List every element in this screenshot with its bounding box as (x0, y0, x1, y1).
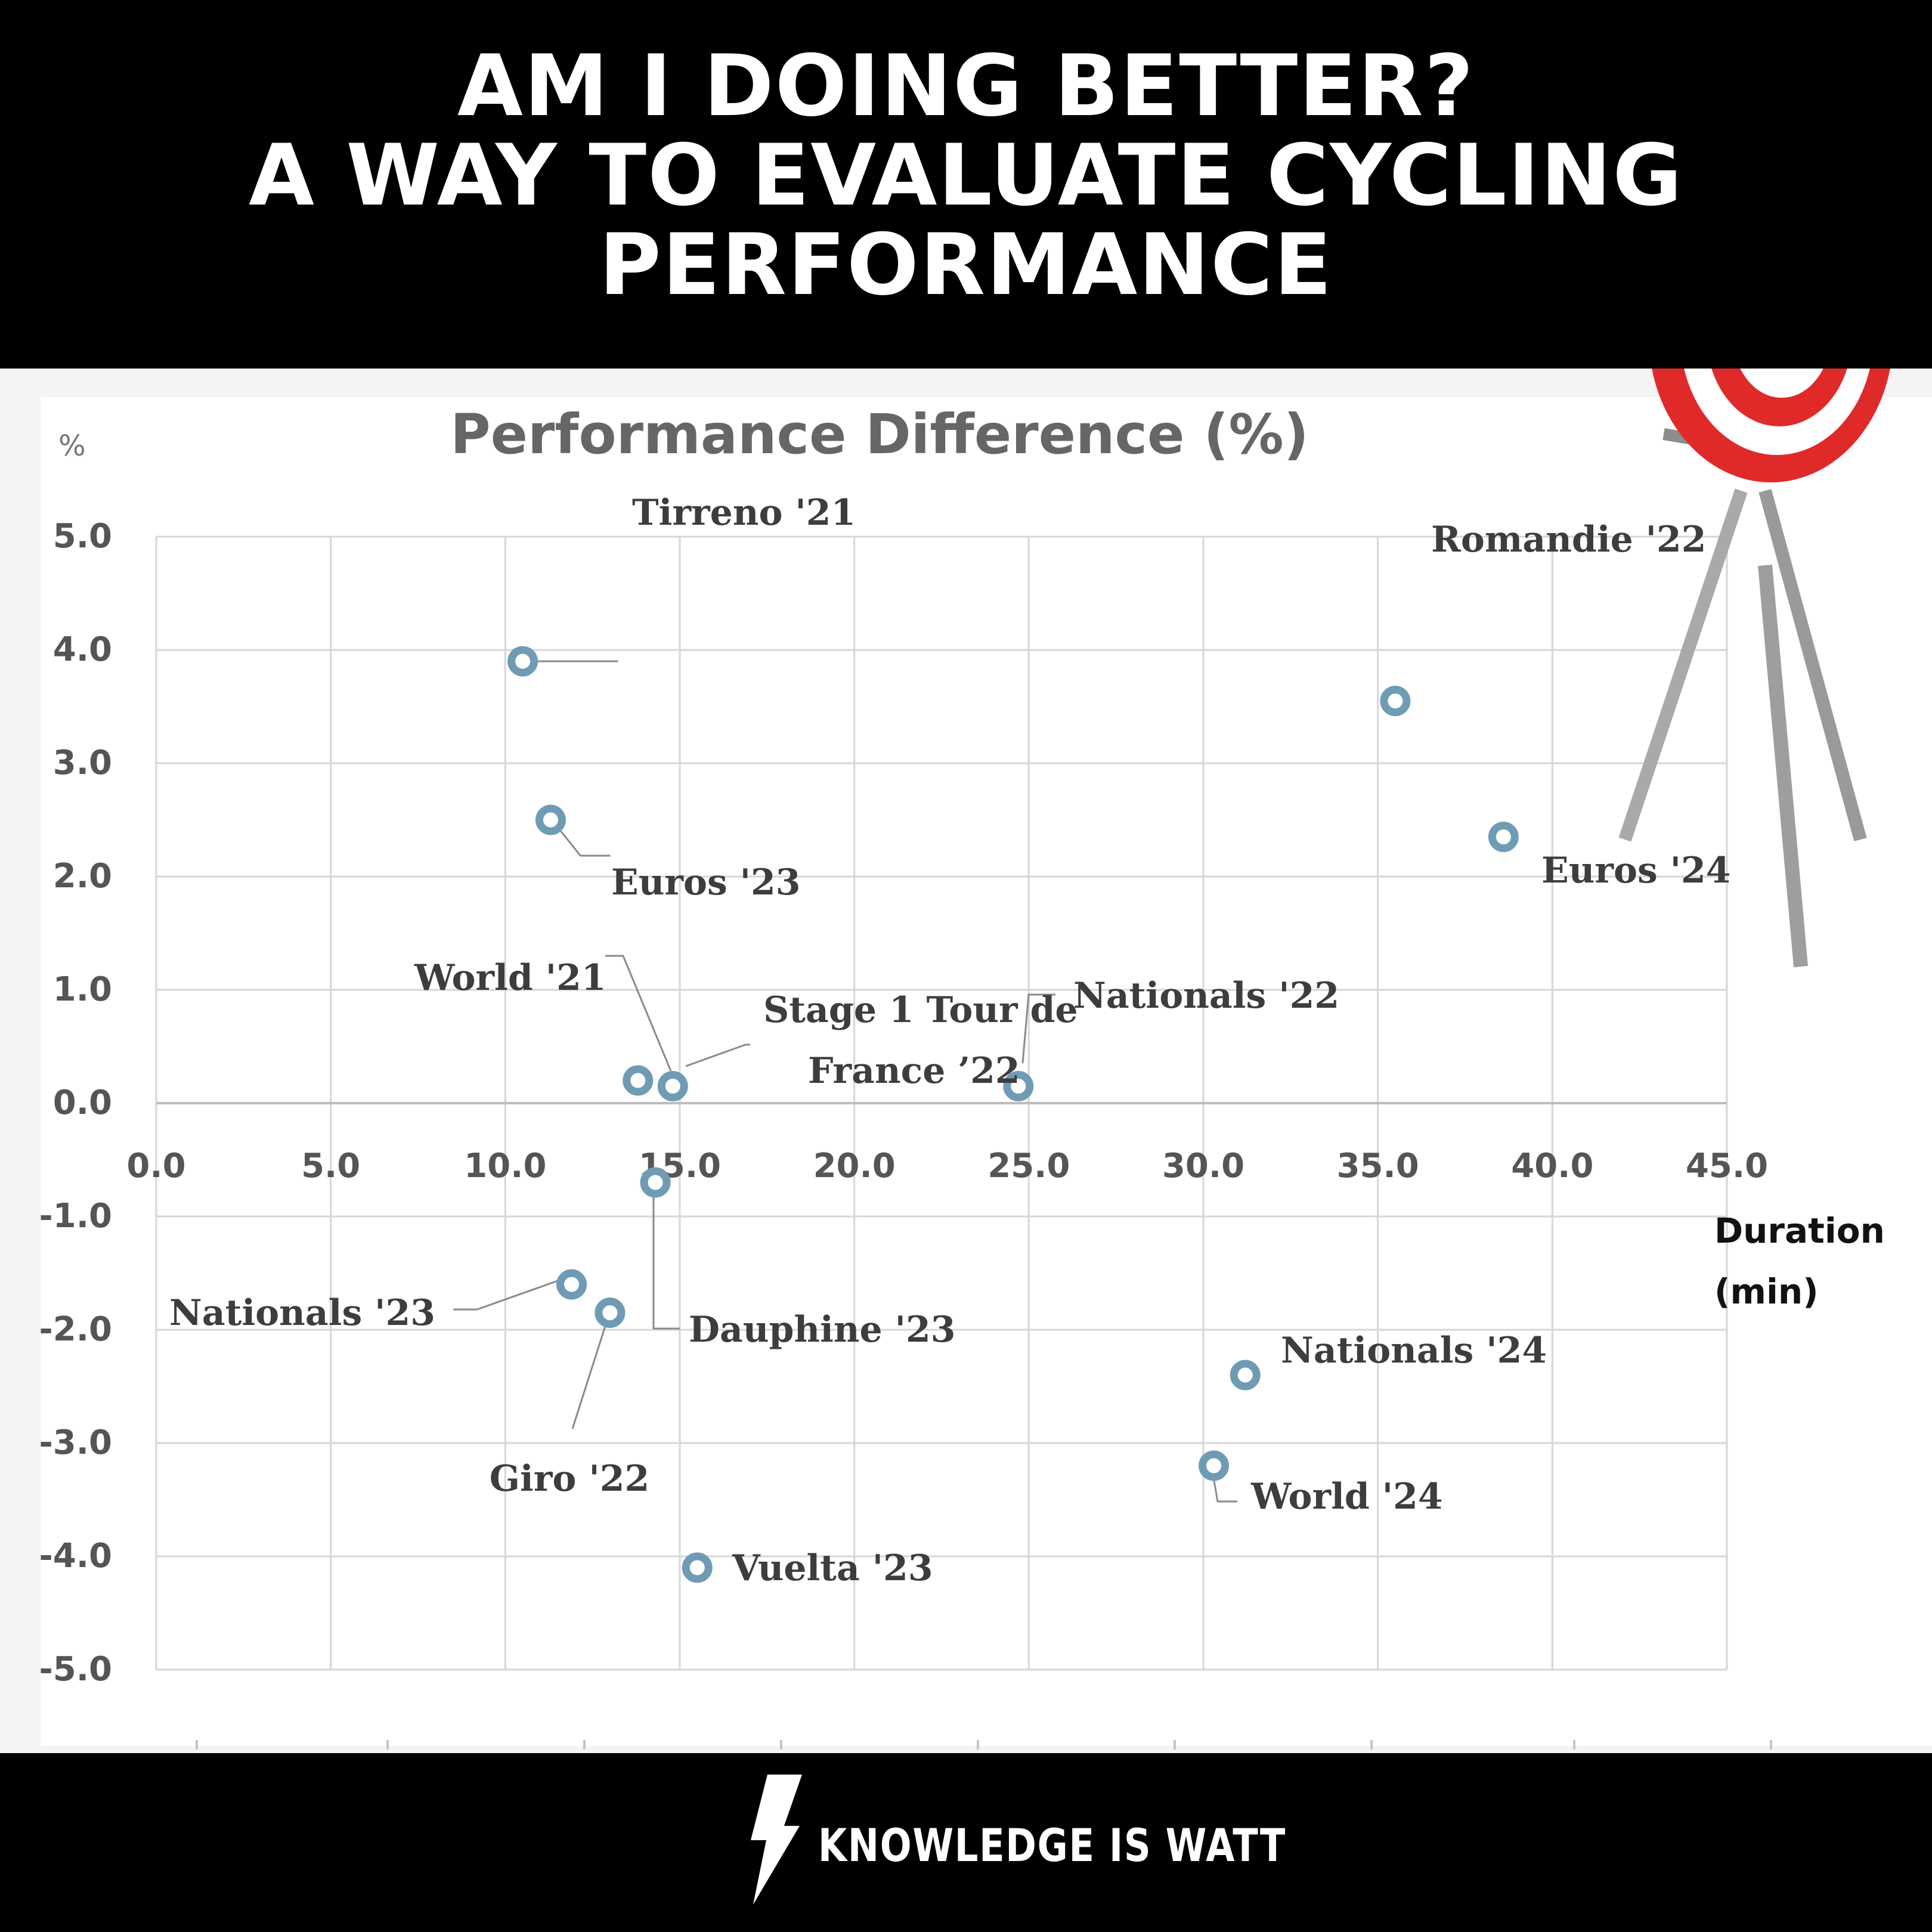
data-point-marker (1199, 1450, 1230, 1481)
footer-banner: KNOWLEDGE IS WATT (0, 1753, 1932, 1932)
data-label: Nationals '23 (169, 1292, 435, 1334)
y-tick-label: -2.0 (39, 1310, 112, 1349)
x-tick-label: 35.0 (1337, 1147, 1419, 1185)
title-line-2: A WAY TO EVALUATE CYCLING (249, 126, 1683, 225)
data-label: Giro '22 (490, 1458, 649, 1500)
data-points (507, 646, 1519, 1583)
x-tick-label: 0.0 (126, 1147, 185, 1185)
leader-line (652, 1176, 680, 1330)
chart-grid (155, 535, 1772, 1750)
data-label: Romandie '22 (1431, 519, 1707, 561)
data-point-marker (1003, 1071, 1034, 1101)
data-label: Stage 1 Tour de (763, 989, 1078, 1031)
data-label: Tirreno '21 (632, 492, 856, 534)
x-tick-label: 25.0 (987, 1147, 1070, 1185)
leader-line (1021, 993, 1055, 1064)
y-tick-label: -4.0 (39, 1537, 112, 1575)
chart-panel: Performance Difference (%) % Duration (m… (0, 369, 1932, 1753)
data-label: World '24 (1250, 1476, 1443, 1518)
y-tick-labels: 5.0 4.0 3.0 2.0 1.0 0.0 -1.0 -2.0 -3.0 -4.0 -5.0 (39, 517, 112, 1689)
y-tick-label: 2.0 (53, 857, 112, 896)
y-tick-label: 3.0 (53, 744, 112, 782)
x-tick-label: 5.0 (301, 1147, 360, 1185)
leader-line (556, 825, 611, 857)
leader-line (605, 955, 672, 1072)
data-point-marker (682, 1552, 713, 1583)
x-tick-label: 30.0 (1162, 1147, 1244, 1185)
y-tick-label: 5.0 (53, 517, 112, 556)
data-point-marker (507, 646, 538, 677)
data-label: Euros '23 (611, 862, 801, 903)
data-point-marker (640, 1167, 671, 1198)
data-point-marker (1488, 822, 1519, 852)
header-banner: AM I DOING BETTER? A WAY TO EVALUATE CYC… (0, 0, 1932, 369)
data-label: Nationals '24 (1281, 1330, 1547, 1371)
x-tick-labels: 0.0 5.0 10.0 15.0 20.0 25.0 30.0 35.0 40.0 45.0 (126, 1147, 1768, 1185)
data-label: France ’22 (808, 1050, 1020, 1092)
data-label: Euros '24 (1541, 850, 1731, 891)
y-tick-label: -5.0 (39, 1650, 112, 1689)
data-point-marker (1230, 1360, 1261, 1391)
data-point-marker (556, 1269, 587, 1300)
x-tick-label: 45.0 (1686, 1147, 1768, 1185)
data-point-marker (623, 1065, 654, 1096)
leader-line (685, 1044, 750, 1067)
data-label: World '21 (414, 957, 606, 999)
y-tick-label: -3.0 (39, 1423, 112, 1462)
data-label: Vuelta '23 (732, 1547, 933, 1589)
y-tick-label: 4.0 (53, 630, 112, 669)
x-axis-title-line-2: (min) (1714, 1271, 1819, 1312)
data-point-marker (595, 1298, 626, 1328)
x-tick-label: 20.0 (813, 1147, 896, 1185)
data-point-marker (657, 1071, 688, 1101)
target-with-arrow-icon (1618, 369, 1890, 968)
scatter-chart: Performance Difference (%) % Duration (m… (39, 369, 1932, 1750)
page-title: AM I DOING BETTER? A WAY TO EVALUATE CYC… (0, 42, 1932, 310)
data-label: Dauphine '23 (689, 1309, 955, 1351)
y-tick-label: 0.0 (53, 1083, 112, 1122)
chart-title: Performance Difference (%) (450, 402, 1309, 466)
leader-line (453, 1280, 558, 1311)
x-tick-label: 40.0 (1511, 1147, 1593, 1185)
chart-background (41, 397, 1932, 1746)
label-leader-lines (453, 660, 1237, 1503)
leader-line (571, 1326, 606, 1429)
data-label: Nationals '22 (1073, 975, 1339, 1017)
data-point-marker (535, 804, 566, 835)
data-labels: Tirreno '21 Romandie '22 Euros '23 Euros '2… (169, 492, 1731, 1589)
title-line-1: AM I DOING BETTER? (457, 37, 1475, 135)
title-line-3: PERFORMANCE (599, 216, 1333, 314)
lightning-bolt-icon (751, 1775, 802, 1905)
y-tick-label: -1.0 (39, 1197, 112, 1236)
data-point-marker (1380, 686, 1411, 716)
brand-name: KNOWLEDGE IS WATT (818, 1819, 1287, 1872)
x-axis-title-line-1: Duration (1714, 1210, 1885, 1251)
y-tick-label: 1.0 (53, 970, 112, 1009)
x-tick-label: 10.0 (464, 1147, 546, 1185)
y-unit-label: % (58, 429, 86, 463)
